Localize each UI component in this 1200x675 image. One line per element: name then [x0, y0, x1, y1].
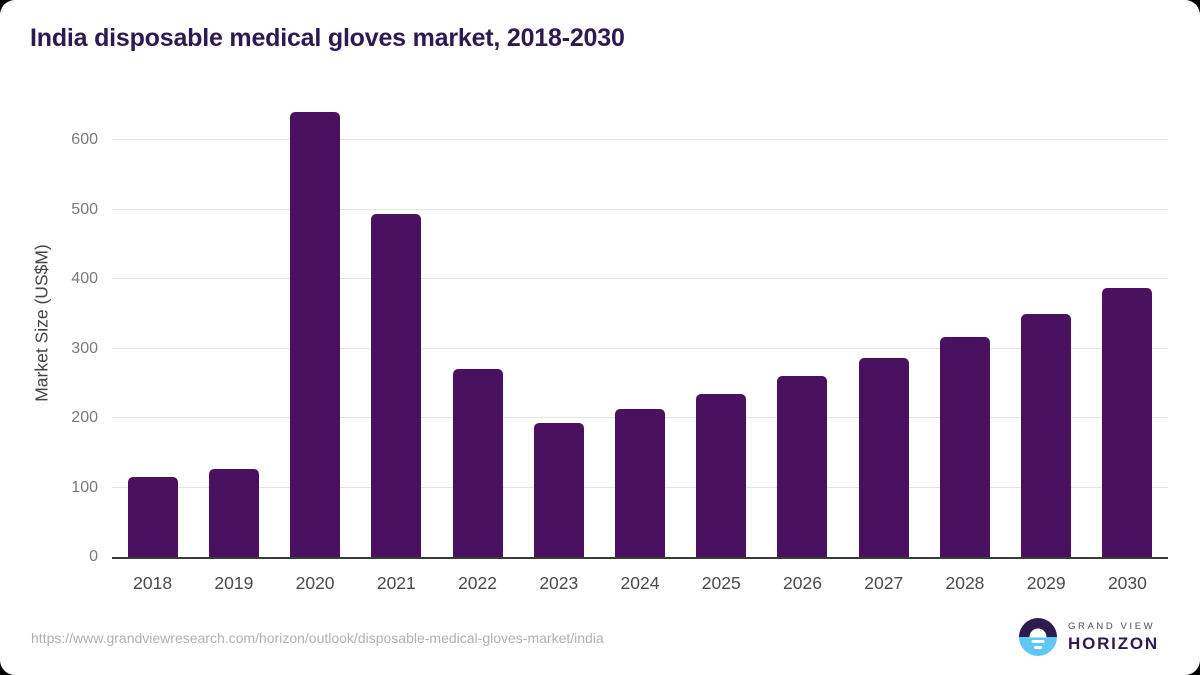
- bar-2018: [127, 477, 178, 557]
- bar-2026: [777, 376, 828, 557]
- x-tick-label-2025: 2025: [701, 573, 741, 593]
- y-tick-label-300: 300: [71, 339, 98, 357]
- bar-series: [112, 90, 1168, 557]
- bar-slot-2023: [518, 90, 599, 557]
- bar-2019: [208, 468, 259, 557]
- gridline-400: [112, 278, 1168, 279]
- bar-2030: [1102, 288, 1153, 557]
- bar-slot-2021: [356, 90, 437, 557]
- source-url-link[interactable]: https://www.grandviewresearch.com/horizo…: [31, 630, 604, 646]
- bar-2024: [615, 408, 666, 557]
- bar-2027: [858, 357, 909, 557]
- sunrise-horizon-icon: [1019, 618, 1057, 656]
- bar-slot-2018: [112, 90, 193, 557]
- x-tick-label-2029: 2029: [1026, 573, 1066, 593]
- x-axis-ticks: 2018 2019 2020 2021 2022 2023 2024 2025 2026 2027…: [112, 573, 1168, 594]
- y-tick-label-500: 500: [71, 200, 98, 218]
- gridline-600: [112, 139, 1168, 140]
- bar-slot-2022: [437, 90, 518, 557]
- bar-2028: [939, 336, 990, 557]
- bar-2020: [290, 111, 341, 557]
- x-tick-label-2023: 2023: [539, 573, 579, 593]
- bar-slot-2025: [681, 90, 762, 557]
- bar-slot-2024: [599, 90, 680, 557]
- logo-text: GRAND VIEW HORIZON: [1068, 622, 1159, 653]
- grand-view-horizon-logo: GRAND VIEW HORIZON: [1019, 618, 1159, 656]
- x-tick-label-2021: 2021: [376, 573, 416, 593]
- y-tick-label-200: 200: [71, 409, 98, 426]
- x-tick-label-2024: 2024: [620, 573, 660, 593]
- bar-slot-2027: [843, 90, 924, 557]
- x-tick-label-2027: 2027: [864, 573, 904, 593]
- y-tick-label-0: 0: [89, 548, 98, 565]
- x-tick-label-2020: 2020: [295, 573, 335, 593]
- y-tick-label-600: 600: [71, 131, 98, 148]
- x-tick-label-2019: 2019: [214, 573, 254, 593]
- logo-product-name: HORIZON: [1068, 634, 1159, 654]
- bar-slot-2030: [1087, 90, 1168, 557]
- chart-title: India disposable medical gloves market, …: [30, 24, 625, 52]
- bar-2022: [452, 369, 503, 557]
- bar-slot-2020: [274, 90, 355, 557]
- bar-2021: [371, 213, 422, 557]
- gridline-500: [112, 208, 1168, 210]
- bar-2025: [696, 393, 747, 557]
- x-tick-label-2030: 2030: [1107, 573, 1147, 593]
- bar-chart: Market Size (US$M) 0 100 200 300 400 500 600 2…: [0, 90, 1200, 610]
- x-tick-label-2018: 2018: [133, 573, 173, 593]
- x-tick-label-2028: 2028: [945, 573, 985, 593]
- bar-slot-2028: [924, 90, 1005, 557]
- bar-2023: [533, 422, 584, 557]
- y-tick-label-100: 100: [71, 478, 98, 496]
- x-tick-label-2026: 2026: [783, 573, 822, 593]
- y-tick-label-400: 400: [71, 270, 98, 287]
- y-axis-title: Market Size (US$M): [31, 244, 52, 402]
- x-tick-label-2022: 2022: [458, 573, 498, 593]
- bar-slot-2029: [1006, 90, 1087, 557]
- bar-2029: [1021, 313, 1072, 557]
- logo-brand-name: GRAND VIEW: [1068, 620, 1156, 632]
- gridline-300: [112, 347, 1168, 349]
- bar-slot-2026: [762, 90, 843, 557]
- plot-area: [112, 90, 1168, 559]
- bar-slot-2019: [193, 90, 274, 557]
